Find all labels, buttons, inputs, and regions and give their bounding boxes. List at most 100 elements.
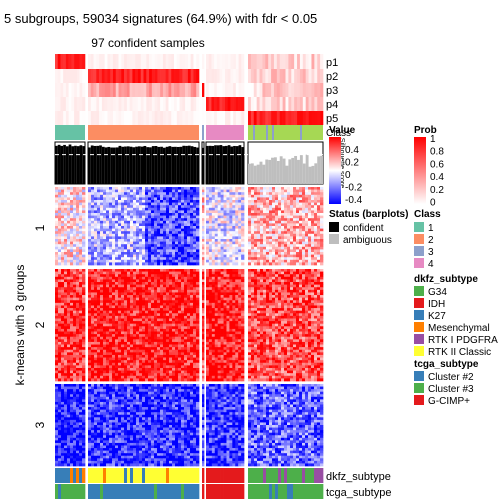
prob-cell [279, 111, 283, 125]
heatmap-cell [112, 259, 116, 263]
prob-cell [154, 54, 158, 69]
heatmap-cell [112, 239, 116, 242]
heatmap-cell [172, 289, 176, 293]
heatmap-cell [64, 274, 68, 278]
heatmap-cell [220, 207, 224, 211]
silhouette-bar [146, 147, 150, 184]
heatmap-cell [214, 318, 219, 322]
heatmap-cell [178, 231, 182, 235]
heatmap-cell [206, 189, 210, 193]
heatmap-cell [257, 252, 261, 255]
heatmap-cell [269, 297, 273, 301]
heatmap-cell [187, 295, 191, 298]
heatmap-cell [109, 187, 113, 190]
heatmap-cell [58, 213, 62, 216]
heatmap-cell [232, 218, 236, 222]
heatmap-cell [88, 289, 92, 293]
prob-cell [185, 111, 189, 125]
prob-cell [121, 111, 125, 125]
heatmap-cell [317, 262, 321, 266]
heatmap-cell [142, 189, 146, 193]
prob-cell [311, 97, 315, 111]
heatmap-cell [299, 282, 303, 285]
heatmap-cell [220, 231, 224, 235]
heatmap-cell [214, 200, 219, 203]
heatmap-cell [232, 287, 236, 291]
prob-cell [235, 69, 239, 83]
heatmap-cell [163, 213, 167, 216]
heatmap-cell [169, 233, 173, 237]
heatmap-cell [266, 302, 270, 306]
heatmap-cell [284, 276, 288, 280]
heatmap-cell [287, 282, 291, 285]
heatmap-cell [136, 274, 140, 278]
heatmap-cell [238, 241, 242, 245]
heatmap-cell [278, 218, 282, 222]
heatmap-cell [314, 302, 318, 306]
heatmap-cell [160, 231, 164, 235]
heatmap-cell [112, 315, 116, 319]
heatmap-cell [260, 271, 264, 275]
prob-cell [285, 54, 289, 69]
heatmap-cell [269, 210, 273, 214]
heatmap-cell [190, 231, 194, 235]
heatmap-cell [202, 200, 205, 203]
heatmap-cell [214, 295, 219, 298]
prob-cell [208, 97, 212, 111]
heatmap-cell [269, 321, 273, 325]
prob-cell [132, 83, 136, 97]
heatmap-cell [275, 244, 279, 248]
prob-cell [238, 69, 242, 83]
heatmap-cell [169, 269, 173, 272]
heatmap-cell [115, 233, 119, 237]
heatmap-cell [157, 220, 161, 224]
heatmap-cell [235, 287, 239, 291]
heatmap-cell [287, 223, 291, 227]
heatmap-cell [97, 271, 101, 275]
heatmap-cell [208, 300, 213, 304]
heatmap-cell [226, 236, 230, 240]
prob-cell [135, 83, 139, 97]
heatmap-cell [275, 259, 279, 263]
heatmap-cell [278, 297, 282, 301]
heatmap-cell [160, 246, 164, 250]
heatmap-cell [302, 249, 306, 253]
heatmap-cell [175, 202, 179, 206]
heatmap-cell [82, 313, 86, 317]
heatmap-cell [79, 218, 83, 222]
prob-cell [63, 83, 67, 97]
prob-cell [124, 83, 128, 97]
heatmap-cell [100, 297, 104, 301]
heatmap-cell [124, 187, 128, 190]
heatmap-cell [290, 274, 294, 278]
heatmap-cell [202, 220, 205, 224]
heatmap-cell [58, 287, 62, 291]
heatmap-cell [287, 300, 291, 304]
heatmap-cell [241, 215, 245, 219]
heatmap-cell [269, 252, 273, 255]
heatmap-cell [139, 207, 143, 211]
heatmap-cell [58, 239, 62, 242]
heatmap-cell [296, 244, 300, 248]
heatmap-cell [299, 292, 303, 296]
prob-cell [140, 54, 144, 69]
heatmap-cell [121, 213, 125, 216]
heatmap-cell [293, 252, 297, 255]
heatmap-cell [269, 282, 273, 285]
prob-cell [253, 54, 257, 69]
heatmap-cell [190, 257, 194, 261]
heatmap-cell [91, 220, 95, 224]
heatmap-cell [248, 249, 252, 253]
silhouette-bar [187, 145, 191, 184]
heatmap-cell [278, 315, 282, 319]
heatmap-cell [58, 279, 62, 283]
heatmap-cell [106, 220, 110, 224]
heatmap-cell [103, 313, 107, 317]
heatmap-cell [73, 287, 77, 291]
prob-cell [60, 97, 64, 111]
heatmap-cell [248, 194, 252, 198]
heatmap-cell [293, 276, 297, 280]
prob-cell [222, 54, 226, 69]
heatmap-cell [97, 252, 101, 255]
prob-cell [63, 97, 67, 111]
